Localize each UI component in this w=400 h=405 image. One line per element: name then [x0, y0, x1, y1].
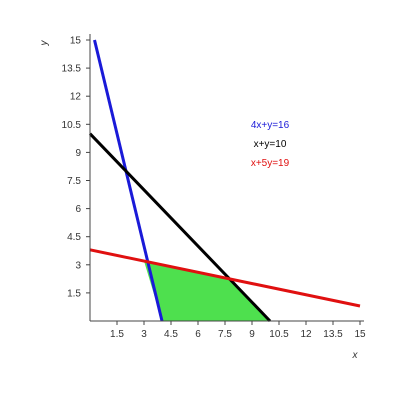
x-tick-label: 9: [249, 329, 255, 340]
x-tick-label: 7.5: [218, 329, 232, 340]
x-tick-label: 12: [300, 329, 312, 340]
legend: 4x+y=16 x+y=10 x+5y=19: [251, 120, 290, 169]
y-tick-label: 3: [75, 260, 81, 271]
legend-label-x-plus-y-10: x+y=10: [254, 139, 287, 150]
feasible-region: [144, 261, 270, 321]
line-x-plus-y-10: [88, 132, 272, 323]
legend-label-x-plus-5y-19: x+5y=19: [251, 158, 290, 169]
x-tick-label: 15: [354, 329, 366, 340]
x-tick-label: 13.5: [323, 329, 343, 340]
y-tick-label: 1.5: [67, 288, 81, 299]
y-tick-label: 9: [75, 148, 81, 159]
x-tick-label: 3: [141, 329, 147, 340]
y-tick-label: 7.5: [67, 176, 81, 187]
x-tick-label: 10.5: [269, 329, 289, 340]
legend-label-4x-plus-y-16: 4x+y=16: [251, 120, 290, 131]
x-tick-label: 4.5: [164, 329, 178, 340]
x-axis-label: x: [352, 350, 359, 361]
y-tick-label: 4.5: [67, 232, 81, 243]
y-tick-label: 10.5: [62, 120, 82, 131]
y-tick-label: 13.5: [62, 64, 82, 75]
line-x-plus-5y-19: [89, 248, 361, 308]
y-tick-label: 12: [70, 92, 82, 103]
y-tick-label: 6: [75, 204, 81, 215]
y-tick-label: 15: [70, 36, 82, 47]
x-tick-label: 1.5: [110, 329, 124, 340]
line-4x-plus-y-16: [93, 39, 164, 322]
y-axis-label: y: [39, 40, 50, 47]
x-tick-label: 6: [195, 329, 201, 340]
